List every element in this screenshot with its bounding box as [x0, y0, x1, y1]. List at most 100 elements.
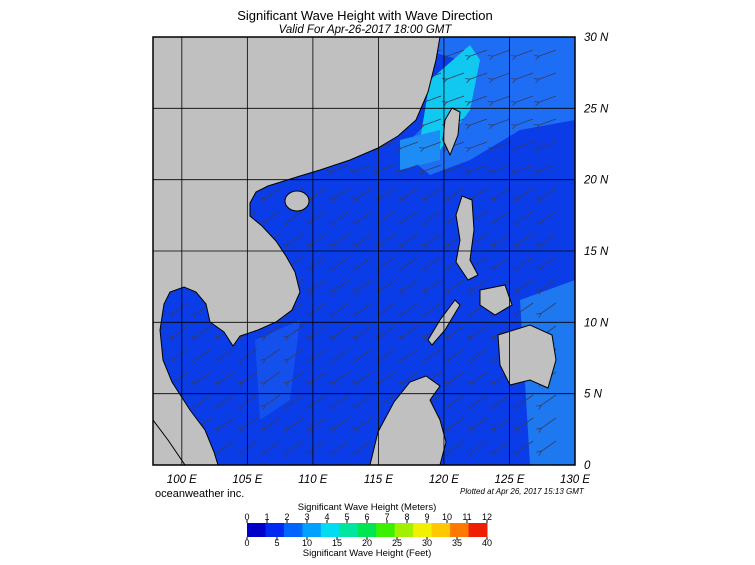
wave-arrow	[306, 440, 327, 456]
wave-arrow	[444, 371, 465, 387]
y-tick-label: 0	[584, 460, 591, 472]
wave-arrow	[490, 210, 511, 226]
wave-arrow	[231, 463, 235, 465]
wave-arrow	[488, 118, 511, 130]
wave-arrow	[260, 325, 281, 341]
colorbar-swatch	[468, 523, 488, 537]
wave-arrow	[421, 256, 442, 272]
wave-arrow	[329, 371, 350, 387]
wave-arrow	[260, 440, 281, 456]
wave-arrow	[162, 463, 166, 465]
wave-arrow	[329, 348, 350, 364]
wave-arrow	[283, 371, 304, 387]
wave-arrow	[490, 417, 511, 433]
wave-arrow	[467, 394, 488, 410]
wave-arrow	[490, 440, 511, 456]
wave-arrow	[329, 256, 350, 272]
wave-arrow	[513, 187, 534, 203]
colorbar-swatch	[394, 523, 414, 537]
colorbar-tick-label: 3	[304, 512, 309, 522]
wave-arrow	[421, 302, 442, 318]
wave-arrow	[488, 141, 511, 153]
wave-arrow	[421, 279, 442, 295]
colorbar-tick-label: 11	[462, 512, 471, 522]
wave-arrow	[306, 325, 327, 341]
colorbar-tick-label: 7	[384, 512, 389, 522]
wave-arrow	[306, 302, 327, 318]
wave-arrow	[398, 325, 419, 341]
colorbar-swatch	[247, 523, 266, 537]
sea-shade	[255, 320, 300, 420]
wave-arrow	[444, 417, 465, 433]
colorbar-tick-label: 1	[264, 512, 269, 522]
colorbar-swatch	[302, 523, 322, 537]
colorbar-tick-label: 8	[404, 512, 409, 522]
wave-arrow	[283, 325, 304, 341]
wave-arrow	[511, 118, 534, 130]
wave-arrow	[352, 279, 373, 295]
x-tick-label: 120 E	[429, 474, 459, 486]
colorbar-tick-label: 0	[244, 538, 249, 548]
wave-arrow	[444, 394, 465, 410]
wave-arrow	[511, 72, 534, 84]
wave-arrow	[329, 417, 350, 433]
wave-arrow	[283, 210, 304, 226]
wave-arrow	[373, 164, 396, 176]
colorbar-tick-label: 0	[244, 512, 249, 522]
wave-arrow	[329, 440, 350, 456]
colorbar-tick-label: 9	[424, 512, 429, 522]
wave-arrow	[352, 325, 373, 341]
land-mindanao	[497, 324, 557, 389]
wave-arrow	[398, 187, 419, 203]
wave-arrow	[191, 348, 212, 364]
wave-arrow	[536, 417, 557, 433]
colorbar-tick-label: 40	[482, 538, 492, 548]
y-tick-label: 5 N	[584, 389, 603, 401]
wave-arrow	[465, 164, 488, 176]
wave-arrow	[444, 325, 465, 341]
wave-arrow	[398, 233, 419, 249]
wave-arrow	[283, 394, 304, 410]
colorbar-swatch	[376, 523, 396, 537]
wave-arrow	[490, 256, 511, 272]
sea-shade	[420, 45, 480, 150]
wave-arrow	[283, 440, 304, 456]
wave-arrow	[419, 118, 442, 130]
wave-arrow	[191, 325, 212, 341]
wave-arrow	[214, 394, 235, 410]
x-tick-label: 115 E	[364, 474, 394, 486]
colorbar-tick-label: 10	[302, 538, 312, 548]
wave-arrow	[237, 371, 258, 387]
wave-arrow	[419, 141, 442, 153]
wave-arrow	[534, 118, 557, 130]
x-tick-label: 100 E	[167, 474, 197, 486]
wave-arrow	[488, 164, 511, 176]
sea-shade	[400, 130, 440, 170]
plotted-note: Plotted at Apr 26, 2017 15:13 GMT	[460, 487, 585, 496]
wave-arrow	[488, 49, 511, 61]
wave-arrow	[329, 279, 350, 295]
wave-arrow	[398, 302, 419, 318]
colorbar: 0 1 2 3 4 5 6 7 8 9 10 11 120 5 10 15 20 25 30 35 40	[244, 512, 492, 548]
wave-arrow	[283, 348, 304, 364]
colorbar-swatch	[320, 523, 340, 537]
wave-arrow	[352, 440, 373, 456]
wave-arrow	[444, 279, 465, 295]
wave-arrow	[168, 325, 189, 341]
wave-arrow	[237, 394, 258, 410]
wave-arrow	[511, 49, 534, 61]
wave-arrow	[444, 440, 465, 456]
colorbar-tick-label: 4	[324, 512, 329, 522]
x-tick-label: 130 E	[560, 474, 590, 486]
wave-arrow	[511, 141, 534, 153]
wave-arrow	[260, 394, 281, 410]
wave-arrow	[346, 463, 350, 465]
colorbar-tick-label: 25	[392, 538, 402, 548]
wave-arrow	[352, 348, 373, 364]
wave-arrow	[465, 72, 488, 84]
wave-arrow	[536, 233, 557, 249]
wave-arrow	[329, 302, 350, 318]
colorbar-tick-label: 5	[274, 538, 279, 548]
wave-arrow	[283, 417, 304, 433]
wave-arrow	[534, 72, 557, 84]
